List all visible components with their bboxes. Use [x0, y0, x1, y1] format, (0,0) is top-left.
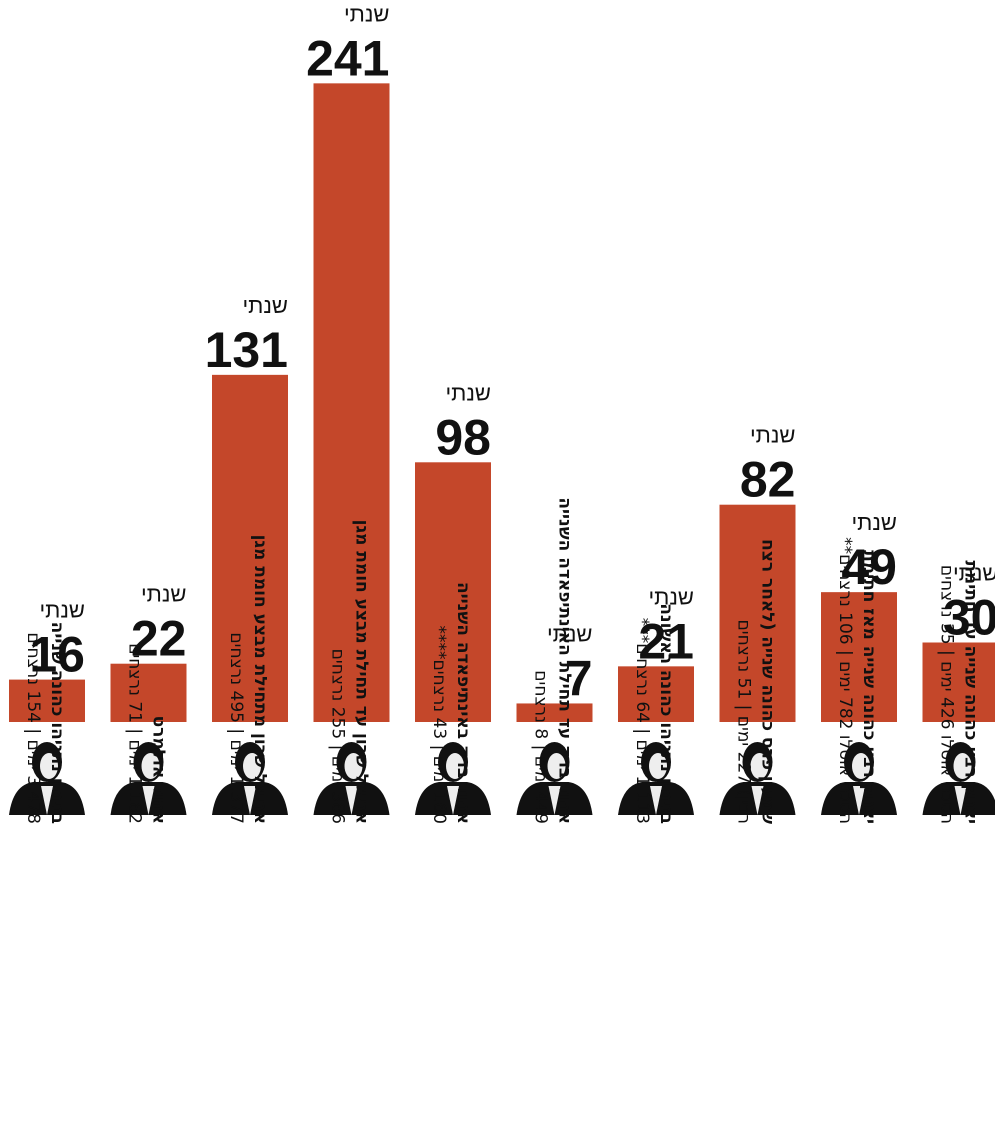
portrait [618, 742, 694, 815]
category-label: רבין) 227 ימים | 51 נרצחים [734, 620, 754, 824]
category-label: יצחק רבין כהונה שנייה מאז חתימת [859, 550, 879, 824]
portrait [720, 742, 796, 815]
category-label: בנימין נתניהו כהונה ראשונה [656, 603, 676, 824]
category-label: 160 ימים | 43 נרצחים**** [429, 625, 449, 824]
chart: 16שנתיבנימין נתניהו כהונה שנייה3,478 ימי… [0, 0, 995, 1130]
unit-label: שנתי [750, 423, 796, 448]
bar [618, 666, 694, 722]
bar [923, 643, 995, 723]
category-label: 1,182 ימים | 71 נרצחים [125, 643, 145, 824]
bar [9, 680, 85, 722]
bar [415, 462, 491, 722]
category-label: 1,377 ימים | 495 נרצחים [226, 632, 246, 824]
category-label: אריאל שרון מתחילת מבצע חומת מגן [250, 535, 270, 824]
category-label: 449 ימים | 8 נרצחים [531, 670, 551, 824]
category-label: 1,113 ימים | 64 נרצחים*** [632, 618, 652, 824]
category-label: אהוד ברק עד תחילת האינתיפאדה השנייה [555, 497, 575, 824]
category-label: 3,478 ימים | 154 נרצחים [23, 632, 43, 824]
category-label: יצחק רבין כהונה שנייה עד חתימת [961, 560, 981, 824]
bar [111, 664, 187, 722]
category-label: הסכם אוסלו 782 ימים | 106 נרצחים** [835, 537, 855, 824]
portrait [415, 742, 491, 815]
portrait [9, 742, 85, 815]
value-label: 131 [205, 322, 288, 378]
bar [212, 375, 288, 722]
category-label: אהוד ברק באינתיפאדה השנייה [453, 582, 473, 824]
portrait [821, 742, 897, 815]
unit-label: שנתי [851, 510, 897, 535]
portrait [314, 742, 390, 815]
unit-label: שנתי [39, 598, 85, 623]
portrait [212, 742, 288, 815]
portrait [923, 742, 995, 815]
value-label: 241 [306, 30, 389, 86]
category-label: 386 ימים | 255 נרצחים [328, 649, 348, 824]
category-label: שמעון פרס כהונה שנייה (לאחר רצח [758, 539, 778, 824]
portrait [517, 742, 593, 815]
unit-label: שנתי [141, 582, 187, 607]
bar [821, 592, 897, 722]
unit-label: שנתי [344, 1, 390, 26]
unit-label: שנתי [445, 380, 491, 405]
bar [720, 505, 796, 722]
unit-label: שנתי [242, 293, 288, 318]
portrait [111, 742, 187, 815]
category-label: אהוד אולמרט [149, 716, 169, 824]
page: 16שנתיבנימין נתניהו כהונה שנייה3,478 ימי… [0, 0, 995, 1130]
value-label: 82 [740, 452, 796, 508]
category-label: בנימין נתניהו כהונה שנייה [47, 622, 67, 824]
category-label: אריאל שרון עד תחילת מבצע חומת מגן [352, 520, 372, 824]
value-label: 98 [435, 409, 491, 465]
category-label: הסכם אוסלו 426 ימים | 35 נרצחים [937, 565, 957, 824]
bar [314, 83, 390, 722]
